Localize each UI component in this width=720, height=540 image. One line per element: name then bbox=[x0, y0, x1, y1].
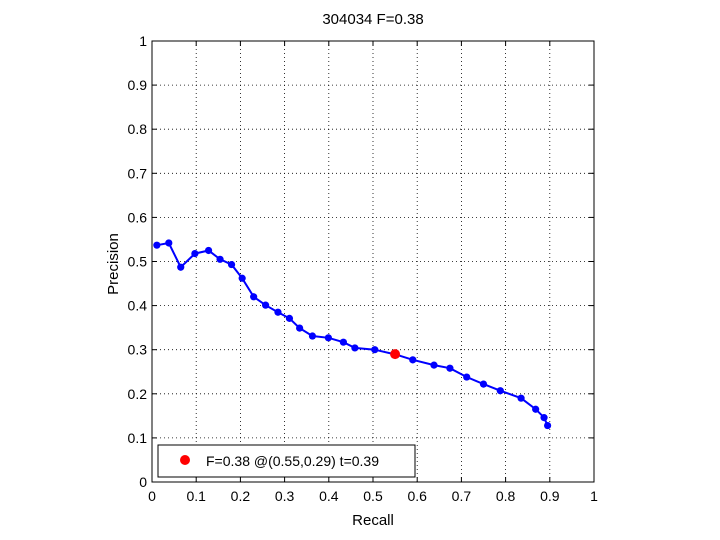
pr-curve-point bbox=[261, 301, 270, 309]
pr-curve-point bbox=[153, 241, 161, 249]
y-tick-label: 0.2 bbox=[128, 386, 148, 402]
axis-ticks: 0 0.1 0.2 0.3 0.4 0.5 0.6 0.7 0.8 0.9 1 0 0.1 0.2 0.3 0… bbox=[128, 33, 599, 504]
x-tick-label: 1 bbox=[590, 488, 598, 504]
legend: F=0.38 @(0.55,0.29) t=0.39 bbox=[157, 444, 416, 478]
pr-curve-point bbox=[204, 246, 213, 255]
legend-marker bbox=[180, 455, 190, 465]
pr-curve-point bbox=[191, 249, 199, 258]
pr-curve-point bbox=[409, 356, 417, 364]
y-axis-label: Precision bbox=[105, 233, 122, 295]
y-tick-label: 0.9 bbox=[128, 77, 148, 93]
pr-curve-point bbox=[165, 239, 173, 247]
pr-curve-point bbox=[351, 344, 359, 352]
pr-curve-point bbox=[543, 421, 552, 430]
y-tick-label: 0.5 bbox=[128, 254, 148, 270]
pr-curve-point bbox=[517, 394, 525, 402]
pr-curve-point bbox=[177, 263, 185, 271]
y-tick-label: 0.7 bbox=[128, 165, 148, 181]
y-tick-label: 0.3 bbox=[128, 342, 148, 358]
pr-curve-point bbox=[274, 308, 282, 316]
chart-title: 304034 F=0.38 bbox=[322, 11, 423, 28]
y-tick-label: 1 bbox=[139, 33, 147, 49]
x-axis-label: Recall bbox=[352, 512, 394, 529]
y-tick-label: 0.6 bbox=[128, 209, 148, 225]
pr-curve-point bbox=[227, 260, 236, 269]
pr-curve-point bbox=[238, 274, 246, 282]
y-tick-label: 0.4 bbox=[128, 298, 148, 314]
y-tick-label: 0 bbox=[139, 474, 147, 490]
series-layer bbox=[153, 239, 552, 430]
pr-curve-point bbox=[479, 380, 488, 388]
pr-curve-point bbox=[250, 293, 258, 301]
x-tick-label: 0.9 bbox=[540, 488, 560, 504]
pr-curve-point bbox=[371, 346, 379, 354]
pr-curve-point bbox=[430, 361, 438, 369]
legend-box bbox=[157, 444, 416, 478]
x-tick-label: 0.8 bbox=[496, 488, 516, 504]
pr-curve-point bbox=[308, 332, 317, 340]
pr-curve-point bbox=[324, 334, 332, 342]
pr-curve-point bbox=[296, 324, 304, 332]
x-tick-label: 0.5 bbox=[363, 488, 383, 504]
pr-curve-point bbox=[339, 338, 347, 346]
pr-curve-point bbox=[285, 314, 294, 322]
y-tick-label: 0.8 bbox=[128, 121, 148, 137]
pr-curve-point bbox=[446, 364, 454, 372]
pr-curve-point bbox=[540, 414, 548, 422]
best-f-point bbox=[390, 349, 401, 360]
pr-curve-line bbox=[156, 241, 549, 427]
x-tick-label: 0.3 bbox=[275, 488, 295, 504]
pr-curve-point bbox=[216, 255, 224, 263]
legend-label: F=0.38 @(0.55,0.29) t=0.39 bbox=[206, 453, 379, 469]
pr-curve-point bbox=[532, 405, 540, 413]
x-tick-label: 0.2 bbox=[231, 488, 251, 504]
pr-curve-point bbox=[496, 387, 504, 395]
pr-curve-point bbox=[463, 373, 471, 381]
x-tick-label: 0.7 bbox=[452, 488, 472, 504]
x-tick-label: 0.6 bbox=[407, 488, 427, 504]
x-tick-label: 0.4 bbox=[319, 488, 339, 504]
x-tick-label: 0.1 bbox=[186, 488, 206, 504]
x-tick-label: 0 bbox=[148, 488, 156, 504]
y-tick-label: 0.1 bbox=[128, 430, 148, 446]
